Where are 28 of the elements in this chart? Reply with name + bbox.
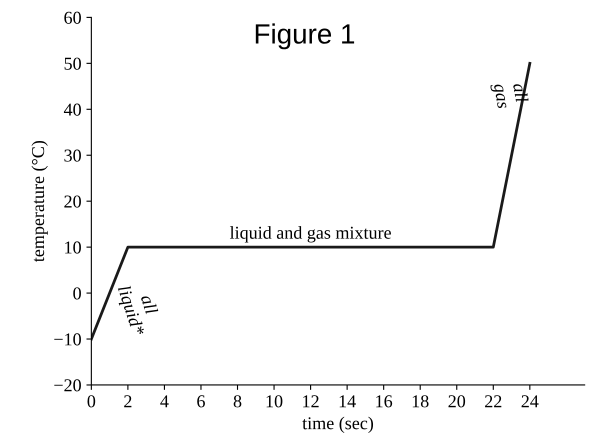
x-tick-label: 8 xyxy=(234,395,242,408)
y-tick-label: 0 xyxy=(73,287,81,300)
x-tick-label: 22 xyxy=(485,395,502,408)
y-tick-label: 10 xyxy=(65,241,81,254)
x-tick-label: 20 xyxy=(448,395,466,408)
annotation: liquid and gas mixture xyxy=(230,226,391,243)
y-tick-label: 30 xyxy=(64,150,81,162)
y-tick-label: 20 xyxy=(64,195,81,208)
annotation: all gas xyxy=(490,82,529,110)
x-tick-label: 4 xyxy=(160,395,169,408)
y-tick-label: 50 xyxy=(64,58,81,70)
x-tick-label: 18 xyxy=(412,395,429,408)
y-tick-label: 60 xyxy=(64,12,81,24)
annotation: all liquid* xyxy=(114,284,158,338)
x-tick-label: 16 xyxy=(376,395,392,408)
x-tick-label: 6 xyxy=(197,395,205,408)
x-tick-label: 0 xyxy=(88,395,96,408)
x-tick-label: 14 xyxy=(340,395,356,408)
y-axis-title: temperature (°C) xyxy=(31,140,48,262)
x-tick-label: 24 xyxy=(522,395,539,408)
y-tick-label: 40 xyxy=(64,104,81,116)
x-axis-title: time (sec) xyxy=(302,416,374,433)
y-tick-label: −20 xyxy=(54,379,81,392)
x-tick-label: 2 xyxy=(124,395,132,408)
y-tick-label: −10 xyxy=(54,333,81,346)
chart-title: Figure 1 xyxy=(256,23,354,50)
x-tick-label: 12 xyxy=(303,395,319,408)
x-tick-label: 10 xyxy=(266,395,282,408)
